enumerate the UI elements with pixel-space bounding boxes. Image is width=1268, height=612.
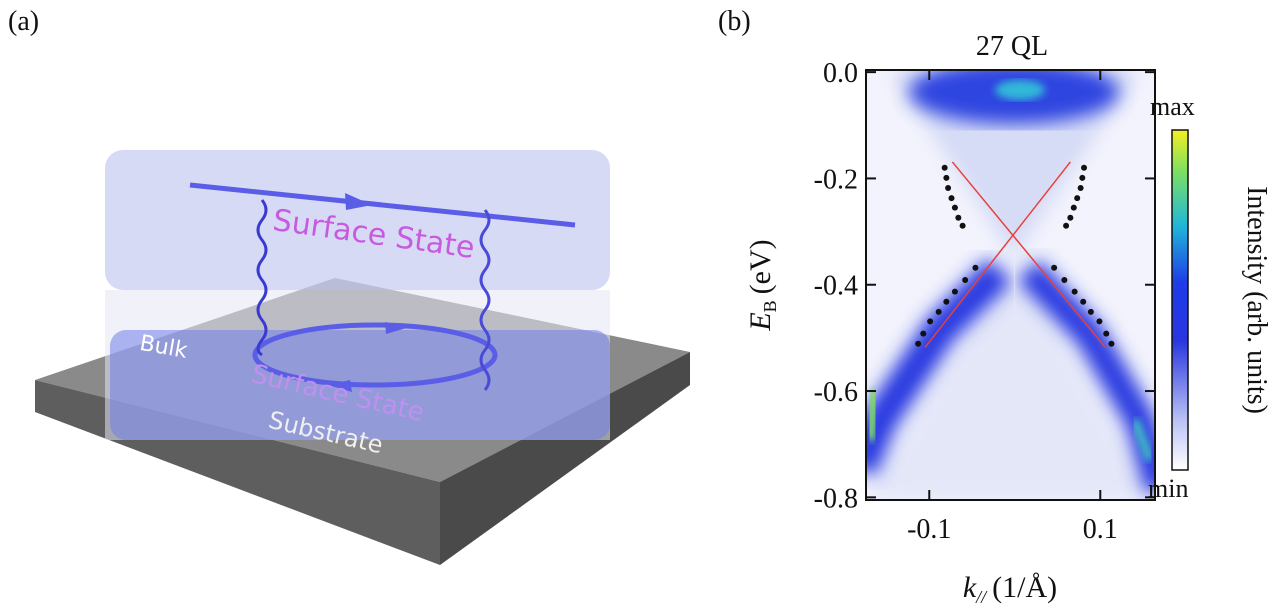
- x-label-symbol: k: [963, 571, 977, 604]
- panel-label: (b): [718, 6, 751, 37]
- data-point: [1071, 205, 1077, 211]
- colorbar-title: Intensity (arb. units): [1241, 186, 1268, 414]
- data-point: [1103, 331, 1109, 337]
- y-tick-label: -0.6: [814, 377, 858, 408]
- y-axis-label: EB (eV): [744, 239, 780, 331]
- data-point: [943, 299, 949, 305]
- x-axis-label: k//(1/Å): [963, 571, 1057, 607]
- x-tick-label: 0.1: [1083, 514, 1118, 545]
- data-point: [1074, 195, 1080, 201]
- data-point: [1088, 309, 1094, 315]
- data-point: [927, 318, 933, 324]
- data-point: [1078, 185, 1084, 191]
- data-point: [1079, 175, 1085, 181]
- data-point: [1081, 165, 1087, 171]
- y-tick-label: -0.8: [814, 483, 858, 514]
- data-point: [1080, 299, 1086, 305]
- data-point: [1108, 341, 1114, 347]
- diagram: (a) Surface State Bulk Surface State Sub…: [8, 6, 690, 565]
- data-point: [960, 223, 966, 229]
- colorbar-min: min: [1148, 474, 1188, 503]
- x-label-subscript: //: [975, 587, 988, 607]
- y-label-symbol: E: [744, 312, 777, 331]
- data-point: [1063, 223, 1069, 229]
- y-label-unit: (eV): [744, 239, 777, 294]
- data-point: [962, 277, 968, 283]
- colorbar-max: max: [1150, 92, 1195, 121]
- data-point: [943, 175, 949, 181]
- data-point: [972, 265, 978, 271]
- y-tick-label: 0.0: [823, 58, 858, 89]
- data-point: [936, 309, 942, 315]
- data-point: [915, 341, 921, 347]
- y-label-subscript: B: [760, 300, 780, 312]
- y-tick-label: -0.2: [814, 164, 858, 195]
- x-label-unit: (1/Å): [992, 571, 1057, 604]
- x-tick-label: -0.1: [907, 514, 951, 545]
- data-point: [952, 205, 958, 211]
- data-point: [1072, 289, 1078, 295]
- data-point: [955, 215, 961, 221]
- chart-title: 27 QL: [976, 31, 1048, 62]
- panel-label: (a): [8, 6, 39, 37]
- figure: (a) Surface State Bulk Surface State Sub…: [0, 0, 1268, 612]
- data-point: [920, 331, 926, 337]
- data-point: [942, 165, 948, 171]
- data-point: [1096, 318, 1102, 324]
- data-point: [1067, 215, 1073, 221]
- data-point: [949, 195, 955, 201]
- data-point: [952, 289, 958, 295]
- data-point: [1051, 265, 1057, 271]
- data-point: [1061, 277, 1067, 283]
- heatmap: [860, 60, 1160, 500]
- data-point: [945, 185, 951, 191]
- colorbar: [1172, 130, 1188, 470]
- y-tick-label: -0.4: [814, 271, 858, 302]
